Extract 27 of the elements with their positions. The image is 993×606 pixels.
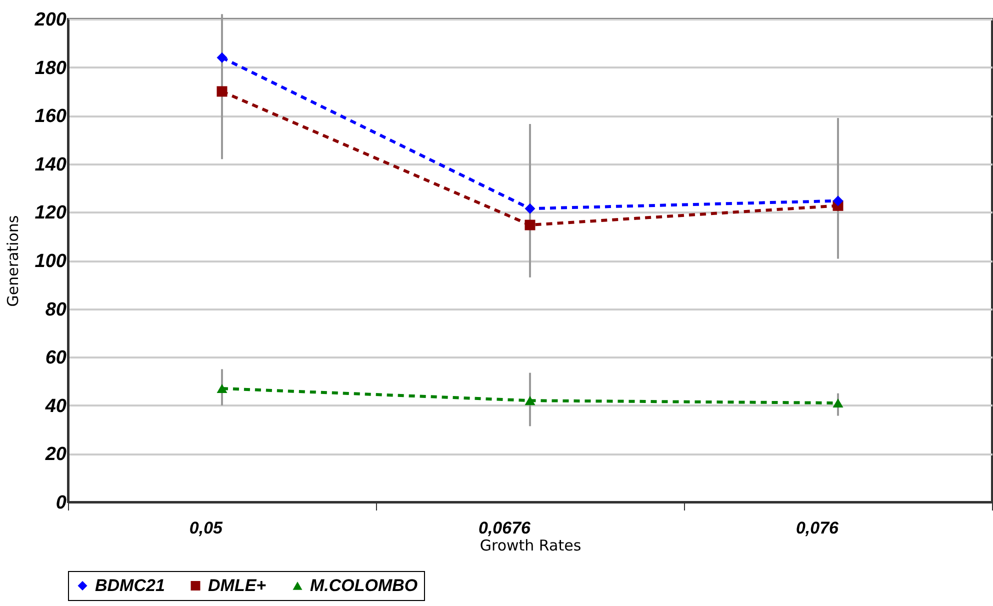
point: [216, 52, 228, 63]
y-tick-label: 180: [34, 58, 67, 79]
x-tick-label: 0,0676: [478, 518, 532, 538]
y-tick-label: 160: [34, 106, 67, 128]
point: [832, 196, 844, 206]
point: [524, 396, 536, 406]
y-tick-label: 60: [45, 348, 67, 369]
y-tick-label: 20: [44, 444, 67, 466]
point: [524, 220, 536, 230]
legend-label: DMLE+: [208, 576, 266, 595]
x-axis-title: Growth Rates: [480, 536, 582, 554]
x-tick-label: 0,05: [189, 518, 224, 538]
y-tick-label: 40: [44, 396, 67, 417]
point: [216, 384, 228, 394]
legend-label: BDMC21: [95, 576, 165, 595]
y-tick-label: 80: [45, 299, 67, 320]
y-tick-label: 100: [34, 251, 67, 272]
y-tick-label: 120: [34, 202, 67, 224]
point: [832, 398, 844, 408]
y-tick-label: 0: [56, 492, 67, 514]
y-axis-title: Generations: [4, 215, 22, 307]
x-tick-label: 0,076: [796, 518, 840, 538]
y-tick-label: 200: [34, 10, 67, 30]
point: [524, 203, 536, 214]
legend-label: M.COLOMBO: [310, 576, 418, 595]
y-tick-label: 140: [34, 154, 67, 176]
point: [216, 86, 228, 97]
